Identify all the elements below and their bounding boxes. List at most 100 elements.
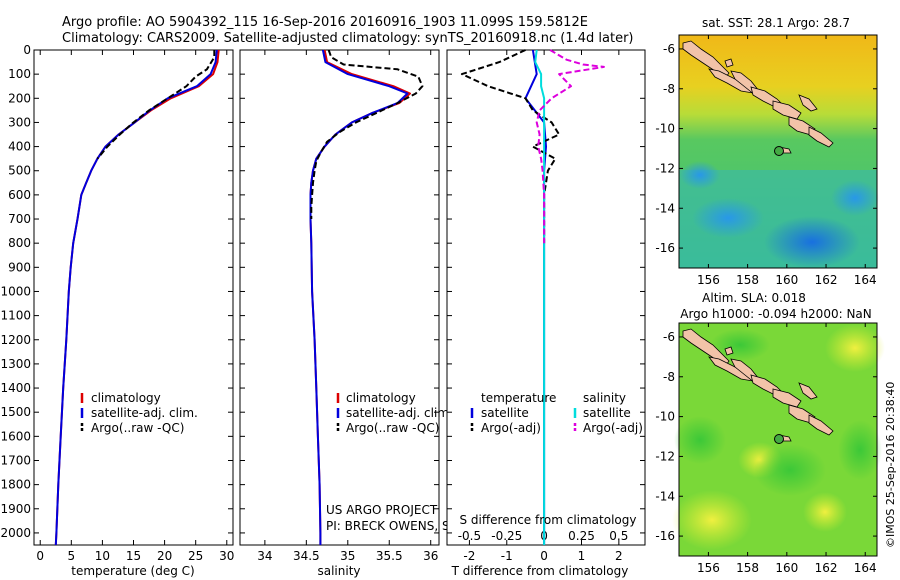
temperature-x-axis: 0 5 10 15 20 25 30 [36, 50, 234, 563]
series-line-salinity-argo-adj [535, 49, 605, 244]
difference-top-x-label: S difference from climatology [460, 513, 637, 527]
temperature-legend: climatology satellite-adj. clim. Argo(..… [80, 391, 198, 435]
series-line-satellite-adj-clim [54, 49, 218, 546]
sla-map-axes: 156 158 160 162 164 -6 -8 -10 -12 -14 -16 [655, 323, 877, 575]
depth-tick-label: 400 [8, 140, 31, 154]
depth-tick-label: 1800 [0, 478, 31, 492]
x-tick-label: -2 [463, 549, 475, 563]
lat-tick-label: -14 [655, 201, 675, 215]
lat-tick-label: -8 [663, 370, 675, 384]
depth-tick-label: 1600 [0, 429, 31, 443]
legend-title-salinity: salinity [583, 391, 626, 405]
sst-heatmap [679, 35, 879, 268]
island [724, 58, 734, 68]
sst-land [682, 40, 834, 154]
legend-label-temp-argo: Argo(-adj) [481, 421, 541, 435]
sla-heatmap [672, 323, 885, 556]
depth-tick-label: 1700 [0, 453, 31, 467]
lat-tick-label: -6 [663, 330, 675, 344]
depth-tick-label: 1900 [0, 502, 31, 516]
island [798, 94, 818, 112]
lon-tick-label: 162 [815, 273, 838, 287]
series-line-argo-raw-qc [96, 50, 216, 160]
lon-tick-label: 158 [736, 273, 759, 287]
legend-label-satellite: satellite-adj. clim. [91, 406, 198, 420]
legend-label-climatology: climatology [91, 391, 161, 405]
top-x-tick-label: -0.25 [491, 529, 522, 543]
x-tick-label: 1 [578, 549, 586, 563]
series-line-satellite-adj-clim [309, 49, 409, 545]
depth-tick-label: 800 [8, 236, 31, 250]
island [808, 414, 834, 436]
depth-tick-label: 1200 [0, 333, 31, 347]
sla-map-frame [678, 322, 878, 557]
difference-x-label: T difference from climatology [451, 564, 629, 578]
legend-label-sal-satellite: satellite [583, 406, 631, 420]
x-tick-label: 34 [257, 549, 272, 563]
depth-tick-label: 200 [8, 91, 31, 105]
island [808, 126, 834, 148]
sst-map-frame [678, 34, 878, 269]
depth-tick-label: 1100 [0, 309, 31, 323]
lon-tick-label: 164 [854, 273, 877, 287]
island [798, 382, 818, 400]
lat-tick-label: -12 [655, 449, 675, 463]
depth-tick-label: 300 [8, 115, 31, 129]
depth-tick-label: 1000 [0, 284, 31, 298]
x-tick-label: 34.5 [293, 549, 320, 563]
lat-tick-label: -12 [655, 161, 675, 175]
x-tick-label: 35 [340, 549, 355, 563]
depth-tick-label: 2000 [0, 526, 31, 540]
sla-low-patch [838, 420, 882, 480]
project-line-1: US ARGO PROJECT [326, 503, 438, 517]
lon-tick-label: 160 [775, 561, 798, 575]
legend-label-temp-satellite: satellite [481, 406, 529, 420]
salinity-legend: climatology satellite-adj. clim. Argo(..… [336, 391, 453, 435]
island [724, 346, 734, 356]
lon-tick-label: 162 [815, 561, 838, 575]
difference-legend: temperature salinity satellite Argo(-adj… [470, 391, 643, 435]
x-tick-label: 0 [540, 549, 548, 563]
depth-tick-label: 900 [8, 260, 31, 274]
lat-tick-label: -10 [655, 410, 675, 424]
sst-map-axes: 156 158 160 162 164 -6 -8 -10 -12 -14 -16 [655, 35, 877, 287]
depth-axis: 0 100 200 300 400 500 600 700 800 900 1000 1100 1200… [0, 43, 233, 540]
lon-tick-label: 156 [697, 561, 720, 575]
sla-high-patch [803, 492, 847, 532]
top-x-tick-label: 0.5 [609, 529, 628, 543]
salinity-axis: 34 34.5 35 35.5 36 [240, 49, 439, 563]
salinity-series [309, 49, 424, 545]
sla-map-title-line-2: Argo h1000: -0.094 h2000: NaN [680, 307, 872, 321]
depth-tick-label: 500 [8, 164, 31, 178]
lon-tick-label: 160 [775, 273, 798, 287]
legend-label-argo: Argo(..raw -QC) [91, 421, 184, 435]
sla-high-patch [825, 324, 885, 372]
depth-tick-label: 1300 [0, 357, 31, 371]
series-line-salinity-satellite [534, 49, 546, 545]
sst-map-panel: sat. SST: 28.1 Argo: 28.7 156 158 160 162 16… [655, 16, 879, 287]
lat-tick-label: -10 [655, 122, 675, 136]
lat-tick-label: -8 [663, 82, 675, 96]
salinity-plot-frame [239, 49, 440, 546]
legend-title-temperature: temperature [481, 391, 556, 405]
difference-series [460, 49, 605, 545]
depth-tick-label: 700 [8, 212, 31, 226]
x-tick-label: 0 [36, 549, 44, 563]
sst-map-title: sat. SST: 28.1 Argo: 28.7 [702, 16, 850, 30]
sla-low-patch [710, 329, 770, 361]
difference-panel: -2 -1 0 1 2-0.5 -0.25 0 0.25 0.5 T difference fr… [446, 49, 646, 578]
sla-float-marker [774, 434, 784, 444]
sla-land [682, 328, 834, 442]
x-tick-label: 5 [67, 549, 75, 563]
x-tick-label: 36 [423, 549, 438, 563]
header-line-1: Argo profile: AO 5904392_115 16-Sep-2016… [62, 15, 588, 30]
sla-map-title-line-1: Altim. SLA: 0.018 [702, 291, 806, 305]
legend-label-sal-argo: Argo(-adj) [583, 421, 643, 435]
lon-tick-label: 158 [736, 561, 759, 575]
x-tick-label: 15 [126, 549, 141, 563]
sla-low-patch [674, 416, 726, 464]
temperature-x-label: temperature (deg C) [71, 564, 194, 578]
salinity-panel: 34 34.5 35 35.5 36 salinity climatology sate… [239, 49, 605, 578]
sla-map-panel: Altim. SLA: 0.018 Argo h1000: -0.094 h20… [655, 291, 885, 575]
